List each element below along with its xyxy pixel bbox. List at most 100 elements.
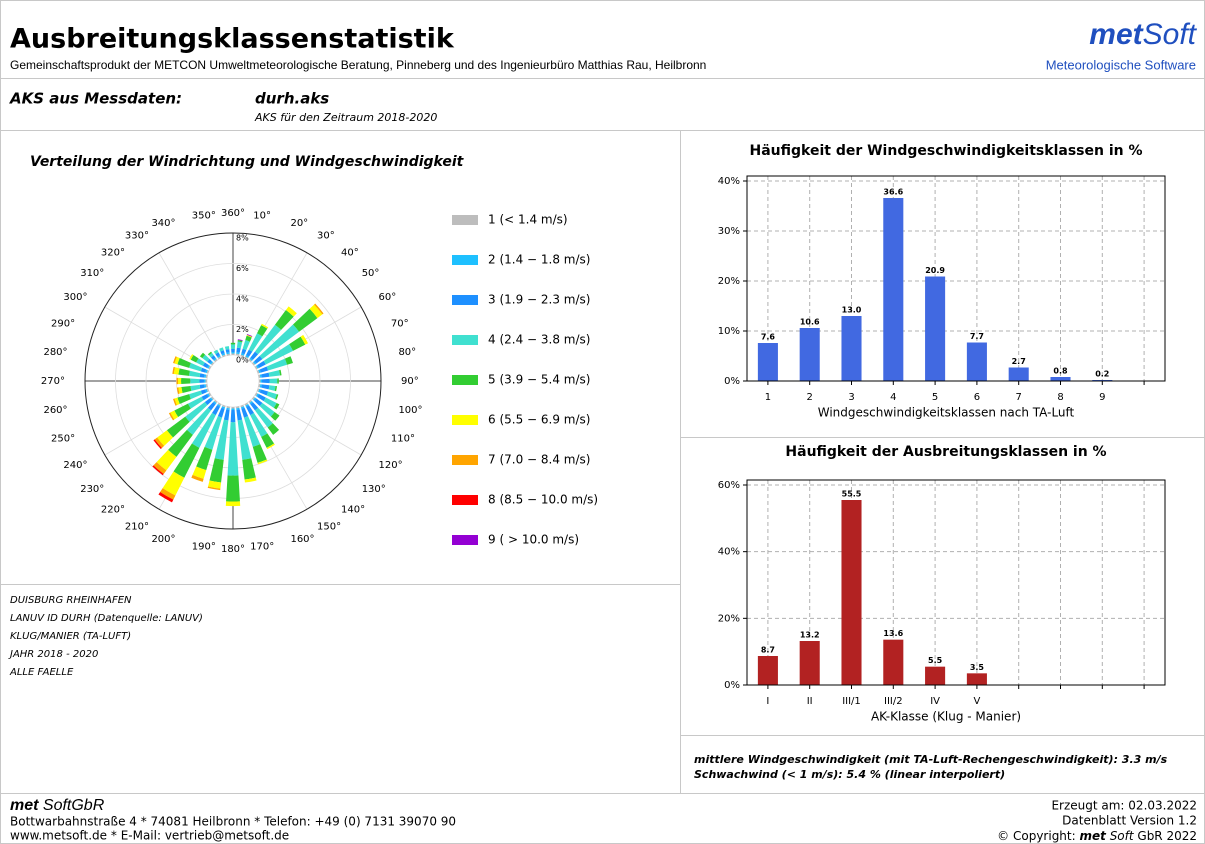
wind-segment <box>204 398 212 406</box>
wind-segment <box>181 385 192 393</box>
angle-label: 250° <box>51 433 75 444</box>
angle-label: 230° <box>80 484 104 495</box>
x-tick-label: 6 <box>974 392 980 403</box>
value-label: 20.9 <box>925 266 945 275</box>
r-tick-label: 8% <box>236 234 249 243</box>
angle-label: 150° <box>317 521 341 532</box>
wind-segment <box>309 304 323 319</box>
wind-segment <box>223 409 230 421</box>
angle-label: 110° <box>391 433 415 444</box>
wind-segment <box>254 365 258 370</box>
logo: metSoft <box>1089 18 1197 51</box>
y-tick-label: 0% <box>724 376 740 387</box>
x-axis-label: Windgeschwindigkeitsklassen nach TA-Luft <box>818 406 1075 420</box>
chart-title: Verteilung der Windrichtung und Windgesc… <box>30 154 465 170</box>
wind-segment <box>205 374 208 378</box>
wind-segment <box>241 348 247 355</box>
wind-segment <box>242 340 250 351</box>
y-tick-label: 30% <box>718 226 740 237</box>
wind-segment <box>158 491 174 503</box>
wind-segment <box>176 377 179 385</box>
wind-segment <box>190 378 200 384</box>
wind-segment <box>259 366 269 373</box>
wind-segment <box>259 384 262 388</box>
wind-segment <box>225 501 241 507</box>
angle-label: 180° <box>221 544 245 555</box>
wind-segment <box>200 367 207 373</box>
wind-segment <box>214 419 229 460</box>
legend-swatch <box>452 255 478 265</box>
wind-segment <box>314 303 324 315</box>
wind-segment <box>174 403 191 418</box>
wind-segment <box>249 357 253 361</box>
x-tick-label: I <box>766 696 769 707</box>
y-tick-label: 40% <box>718 547 740 558</box>
bar <box>966 342 987 381</box>
wind-segment <box>236 406 240 409</box>
wind-segment <box>243 416 261 447</box>
wind-segment <box>256 393 259 397</box>
wind-segment <box>284 356 293 365</box>
copyright-mid: Soft <box>1106 829 1135 843</box>
wind-segment <box>204 384 207 388</box>
angle-label: 270° <box>41 376 65 387</box>
wind-segment <box>221 406 226 409</box>
wind-segment <box>257 394 266 402</box>
wind-segment <box>248 333 263 352</box>
y-tick-label: 0% <box>724 680 740 691</box>
x-tick-label: II <box>807 696 813 707</box>
wind-segment <box>168 412 175 421</box>
version: Datenblatt Version 1.2 <box>1062 814 1197 828</box>
wind-segment <box>259 402 275 417</box>
bar <box>883 639 904 685</box>
wind-segment <box>170 410 179 420</box>
wind-segment <box>256 365 259 369</box>
wind-segment <box>292 308 318 332</box>
wind-segment <box>209 397 213 401</box>
x-tick-label: IV <box>930 696 940 707</box>
value-label: 55.5 <box>842 490 862 499</box>
copyright-bold: met <box>1079 829 1107 843</box>
wind-segment <box>172 366 176 375</box>
wind-segment <box>257 325 268 337</box>
bar <box>757 343 778 381</box>
wind-segment <box>222 354 226 358</box>
wind-segment <box>236 353 240 356</box>
wind-segment <box>261 372 270 378</box>
wind-segment <box>231 353 235 356</box>
wind-segment <box>258 374 261 378</box>
wind-segment <box>222 404 226 408</box>
wind-segment <box>191 474 204 482</box>
angle-label: 50° <box>362 268 380 279</box>
wind-segment <box>275 394 279 400</box>
wind-segment <box>289 336 306 351</box>
source-period: AKS für den Zeitraum 2018-2020 <box>254 111 437 124</box>
wind-segment <box>240 406 245 409</box>
wind-segment <box>256 370 260 374</box>
wind-segment <box>230 410 236 423</box>
wind-segment <box>246 334 253 337</box>
wind-segment <box>205 388 208 393</box>
wind-segment <box>213 349 219 355</box>
value-label: 7.7 <box>970 332 984 341</box>
wind-segment <box>250 402 259 411</box>
angle-label: 350° <box>192 211 216 222</box>
summary: Schwachwind (< 1 m/s): 5.4 % (linear int… <box>694 768 1005 781</box>
bar <box>883 198 904 381</box>
wind-segment <box>224 346 230 350</box>
wind-segment <box>221 353 226 356</box>
wind-segment <box>266 391 277 400</box>
angle-label: 10° <box>253 211 271 222</box>
wind-segment <box>254 355 263 364</box>
wind-segment <box>236 409 243 421</box>
note: KLUG/MANIER (TA-LUFT) <box>10 631 131 642</box>
x-tick-label: 1 <box>765 392 771 403</box>
copyright-pre: © Copyright: <box>997 829 1079 843</box>
wind-segment <box>199 379 204 383</box>
wind-segment <box>268 385 276 391</box>
y-tick-label: 20% <box>718 276 740 287</box>
wind-segment <box>190 384 201 391</box>
angle-label: 130° <box>362 484 386 495</box>
wind-segment <box>252 444 267 463</box>
wind-segment <box>217 404 221 407</box>
